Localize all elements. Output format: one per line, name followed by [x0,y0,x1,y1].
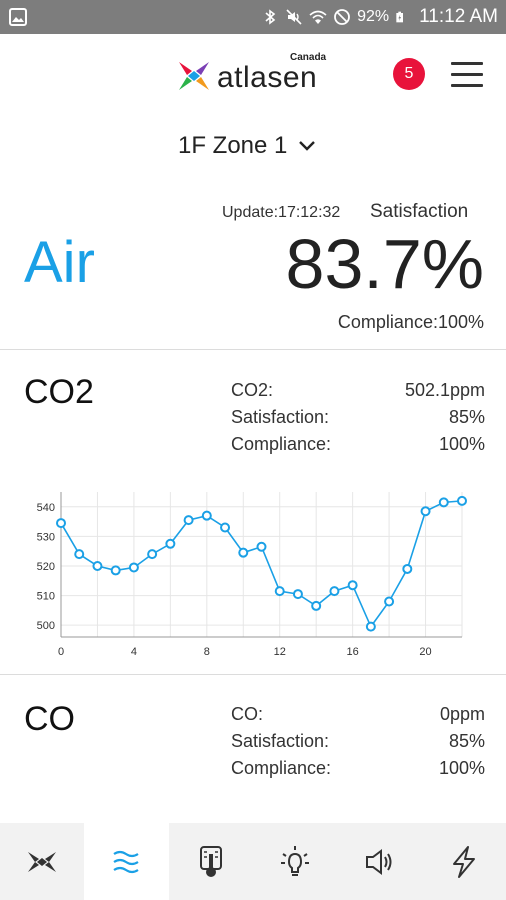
co-row-satisfaction: Satisfaction: 85% [231,728,485,755]
co2-row-compliance: Compliance: 100% [231,431,485,458]
power-icon [452,845,475,878]
co-reading-value: 0ppm [439,704,485,724]
x-tick-label: 20 [419,646,431,658]
nav-air[interactable] [84,823,169,900]
y-tick-label: 530 [37,531,55,543]
data-point [220,522,231,533]
nav-temperature[interactable] [169,823,253,900]
co-compliance-label: Compliance: [231,758,332,778]
data-point [238,547,249,558]
co2-row-reading: CO2: 502.1ppm [231,377,485,404]
data-point [128,562,139,573]
data-point [147,549,158,560]
data-point [165,538,176,549]
data-point [183,515,194,526]
data-point [365,621,376,632]
thermometer-icon [199,845,222,877]
nav-power[interactable] [422,823,506,900]
battery-percent: 92% [357,8,390,25]
chevron-down-icon [299,141,316,151]
co-title: CO [24,700,75,738]
y-tick-label: 500 [37,620,55,632]
co2-compliance-value: 100% [438,434,485,454]
co2-series-line [60,500,463,629]
light-bulb-icon [281,845,310,876]
satisfaction-value: 83.7% [285,225,484,303]
logo-region: Canada [290,52,327,63]
divider [0,349,506,350]
logo-mark-icon [179,62,209,90]
divider [0,674,506,675]
gallery-icon [9,8,27,26]
co2-title: CO2 [24,373,94,411]
app-header: atlasen Canada 5 [0,34,506,114]
nav-home[interactable] [0,823,84,900]
y-tick-label: 520 [37,561,55,573]
speaker-icon [366,848,392,875]
co2-reading-value: 502.1ppm [404,380,485,400]
y-tick-label: 510 [37,591,55,603]
x-tick-label: 0 [58,646,64,658]
data-point [347,580,358,591]
mute-icon [286,9,302,25]
co2-satisfaction-label: Satisfaction: [231,407,330,427]
x-tick-label: 4 [131,646,137,658]
y-tick-label: 540 [37,502,55,514]
satisfaction-label: Satisfaction [370,201,469,222]
data-point [438,497,449,508]
data-point [274,586,285,597]
nav-sound[interactable] [337,823,421,900]
data-point [329,586,340,597]
data-point [92,560,103,571]
data-point [292,589,303,600]
x-tick-label: 8 [204,646,210,658]
menu-icon[interactable] [451,62,483,88]
notification-badge[interactable]: 5 [393,58,425,90]
co-row-reading: CO: 0ppm [231,701,485,728]
data-point [311,600,322,611]
co2-compliance-label: Compliance: [231,434,332,454]
co-satisfaction-label: Satisfaction: [231,731,330,751]
x-tick-label: 12 [274,646,286,658]
air-icon [113,850,140,873]
wifi-icon [309,10,327,24]
data-point [74,549,85,560]
data-point [201,510,212,521]
data-point [384,596,395,607]
compliance-value: Compliance:100% [337,312,484,332]
co2-satisfaction-value: 85% [448,407,485,427]
air-title: Air [24,230,95,295]
co2-reading-label: CO2: [231,380,274,400]
zone-selector[interactable]: 1F Zone 1 [178,132,317,160]
zone-label: 1F Zone 1 [178,132,288,159]
data-point [256,541,267,552]
status-bar: 92% 11:12 AM [0,0,506,34]
co-row-compliance: Compliance: 100% [231,755,485,782]
battery-charging-icon [396,11,404,23]
data-point [402,563,413,574]
co2-details: CO2: 502.1ppm Satisfaction: 85% Complian… [231,377,485,458]
data-point [110,565,121,576]
blocked-icon [334,9,350,25]
co-satisfaction-value: 85% [448,731,485,751]
home-logo-icon [28,851,57,872]
data-point [56,518,66,529]
data-point [420,506,431,517]
co-details: CO: 0ppm Satisfaction: 85% Compliance: 1… [231,701,485,782]
bottom-navigation [0,823,506,900]
co2-line-chart: 500 510 520 530 540 0 4 8 12 16 20 [37,492,467,658]
nav-light[interactable] [253,823,337,900]
data-point [457,495,467,506]
co2-row-satisfaction: Satisfaction: 85% [231,404,485,431]
bluetooth-icon [265,9,276,25]
co-reading-label: CO: [231,704,264,724]
x-tick-label: 16 [347,646,359,658]
clock: 11:12 AM [419,6,498,27]
update-time: Update:17:12:32 [222,204,341,221]
logo-text: atlasen [217,61,318,94]
co-compliance-value: 100% [438,758,485,778]
